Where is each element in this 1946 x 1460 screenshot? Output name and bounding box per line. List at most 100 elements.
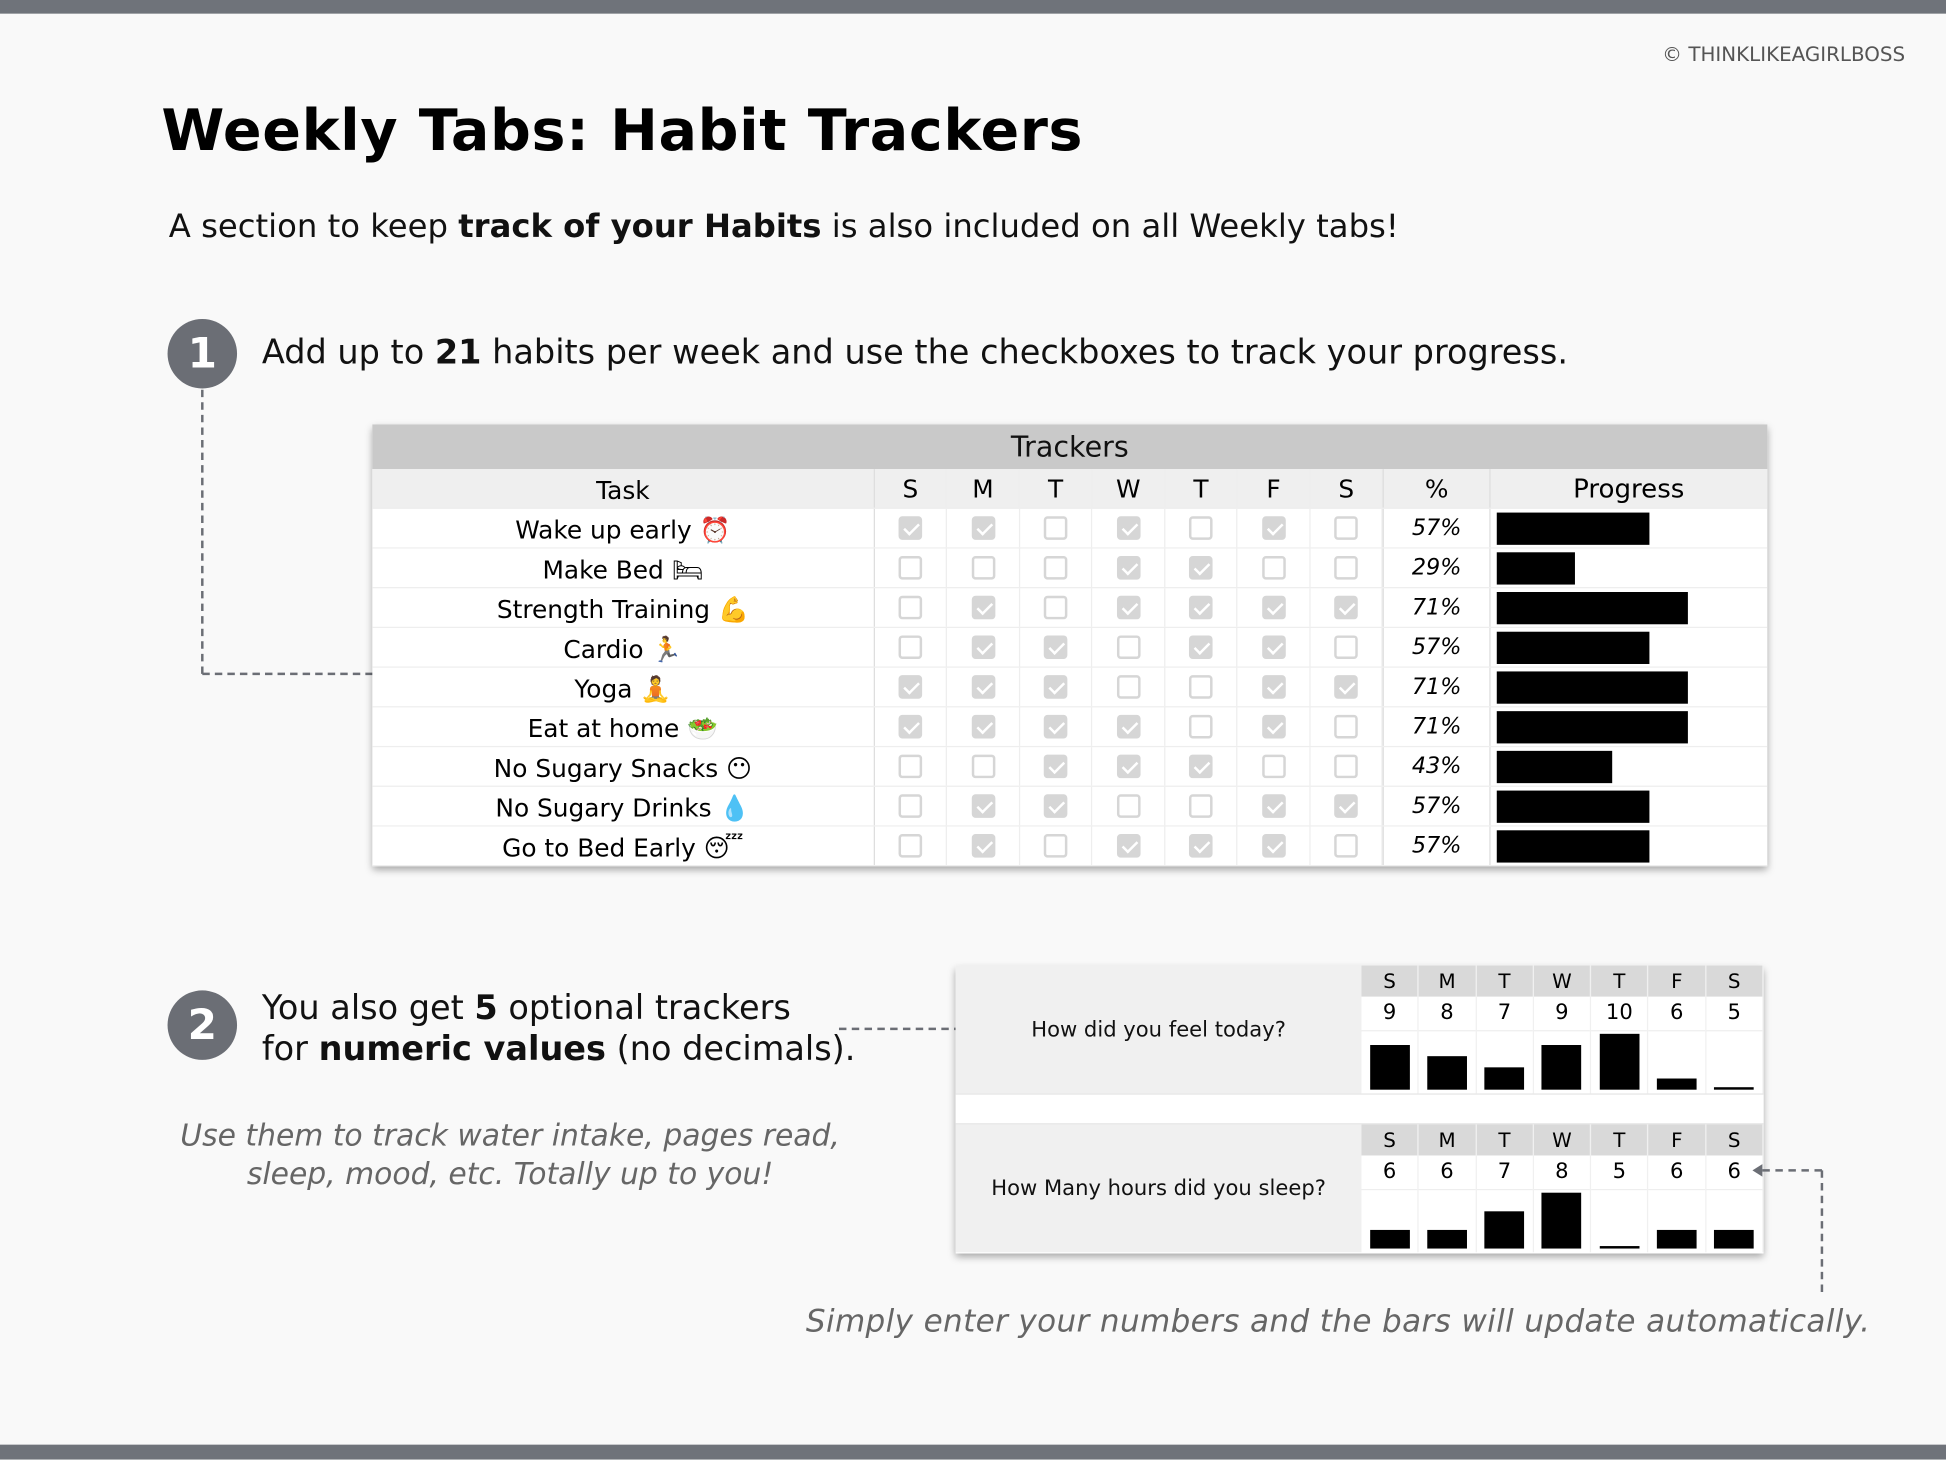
checkbox[interactable] <box>1334 595 1358 620</box>
checkbox[interactable] <box>971 516 995 540</box>
checkbox[interactable] <box>1043 834 1068 858</box>
checkbox[interactable] <box>1261 834 1286 858</box>
checkbox[interactable] <box>1261 794 1286 818</box>
connector-line <box>1820 1170 1824 1292</box>
step-2-line-2: for numeric values (no decimals). <box>262 1029 856 1070</box>
day-value[interactable]: 10 <box>1591 997 1648 1032</box>
task-name[interactable]: Strength Training 💪 <box>372 588 875 627</box>
checkbox[interactable] <box>1043 516 1068 540</box>
checkbox[interactable] <box>898 595 923 620</box>
checkbox[interactable] <box>1189 516 1213 540</box>
checkbox[interactable] <box>898 635 923 660</box>
day-value[interactable]: 7 <box>1476 1155 1533 1191</box>
checkbox[interactable] <box>1189 556 1213 580</box>
checkbox[interactable] <box>1189 754 1213 779</box>
checkbox[interactable] <box>1043 556 1068 580</box>
day-value[interactable]: 8 <box>1533 1155 1591 1191</box>
day-value[interactable]: 9 <box>1361 997 1418 1032</box>
checkbox[interactable] <box>1116 675 1141 699</box>
task-name[interactable]: Eat at home 🥗 <box>372 707 875 746</box>
day-cell <box>875 588 948 627</box>
checkbox[interactable] <box>971 714 995 739</box>
checkbox[interactable] <box>898 714 923 739</box>
task-name[interactable]: Go to Bed Early 😴 <box>372 826 875 866</box>
day-value[interactable]: 6 <box>1648 997 1705 1032</box>
day-value[interactable]: 5 <box>1591 1155 1648 1191</box>
checkbox[interactable] <box>1189 794 1213 818</box>
checkbox[interactable] <box>1261 556 1286 580</box>
checkbox[interactable] <box>1261 635 1286 660</box>
checkbox[interactable] <box>1043 635 1068 660</box>
checkbox[interactable] <box>898 794 923 818</box>
checkbox[interactable] <box>971 754 995 779</box>
checkbox[interactable] <box>898 675 923 699</box>
checkbox[interactable] <box>1116 834 1141 858</box>
checkbox[interactable] <box>1334 635 1358 660</box>
subtitle: A section to keep track of your Habits i… <box>169 209 1399 246</box>
checkbox[interactable] <box>1334 675 1358 699</box>
task-name[interactable]: No Sugary Snacks 😶 <box>372 747 875 786</box>
checkbox[interactable] <box>971 794 995 818</box>
task-name[interactable]: Yoga 🧘 <box>372 667 875 707</box>
checkbox[interactable] <box>1334 714 1358 739</box>
checkbox[interactable] <box>1261 516 1286 540</box>
checkbox[interactable] <box>1116 556 1141 580</box>
task-name[interactable]: Cardio 🏃 <box>372 627 875 667</box>
task-name[interactable]: Make Bed 🛏 <box>372 548 875 588</box>
checkbox[interactable] <box>1334 516 1358 540</box>
checkbox[interactable] <box>971 595 995 620</box>
checkbox[interactable] <box>1189 595 1213 620</box>
checkbox[interactable] <box>898 516 923 540</box>
checkbox[interactable] <box>1261 714 1286 739</box>
table-row: Go to Bed Early 😴 57% <box>372 826 1768 867</box>
day-value[interactable]: 5 <box>1706 997 1763 1032</box>
checkbox[interactable] <box>971 635 995 660</box>
day-cell <box>1093 548 1166 588</box>
checkbox[interactable] <box>1334 834 1358 858</box>
checkbox[interactable] <box>898 754 923 779</box>
task-name[interactable]: Wake up early ⏰ <box>372 508 875 548</box>
checkbox[interactable] <box>1189 834 1213 858</box>
checkbox[interactable] <box>971 834 995 858</box>
checkbox[interactable] <box>1189 675 1213 699</box>
checkbox[interactable] <box>1189 714 1213 739</box>
checkbox[interactable] <box>971 556 995 580</box>
day-value[interactable]: 6 <box>1706 1155 1763 1191</box>
checkbox[interactable] <box>1334 556 1358 580</box>
task-label: Yoga <box>574 673 633 704</box>
checkbox[interactable] <box>971 675 995 699</box>
checkbox[interactable] <box>1334 754 1358 779</box>
checkbox[interactable] <box>1116 714 1141 739</box>
bar-area <box>1419 1190 1475 1252</box>
checkbox[interactable] <box>1043 754 1068 779</box>
checkbox[interactable] <box>1261 595 1286 620</box>
day-value[interactable]: 7 <box>1476 997 1533 1032</box>
progress-cell <box>1490 827 1767 865</box>
checkbox[interactable] <box>898 556 923 580</box>
checkbox[interactable] <box>1116 754 1141 779</box>
day-cell <box>1020 667 1093 707</box>
checkbox[interactable] <box>1334 794 1358 818</box>
checkbox[interactable] <box>1261 675 1286 699</box>
checkbox[interactable] <box>1043 595 1068 620</box>
checkbox[interactable] <box>1189 635 1213 660</box>
progress-bar <box>1496 511 1650 545</box>
day-value[interactable]: 9 <box>1533 997 1591 1032</box>
checkbox[interactable] <box>1261 754 1286 779</box>
progress-cell <box>1490 549 1767 587</box>
day-cell <box>1093 747 1166 786</box>
checkbox[interactable] <box>1043 794 1068 818</box>
task-name[interactable]: No Sugary Drinks 💧 <box>372 786 875 826</box>
checkbox[interactable] <box>1116 635 1141 660</box>
checkbox[interactable] <box>1043 675 1068 699</box>
day-value[interactable]: 6 <box>1361 1155 1418 1191</box>
checkbox[interactable] <box>1116 595 1141 620</box>
day-value[interactable]: 6 <box>1648 1155 1705 1191</box>
day-value[interactable]: 6 <box>1418 1155 1476 1191</box>
day-value[interactable]: 8 <box>1418 997 1476 1032</box>
checkbox[interactable] <box>1116 516 1141 540</box>
day-column: T 10 <box>1591 965 1649 1094</box>
checkbox[interactable] <box>1043 714 1068 739</box>
checkbox[interactable] <box>898 834 923 858</box>
checkbox[interactable] <box>1116 794 1141 818</box>
